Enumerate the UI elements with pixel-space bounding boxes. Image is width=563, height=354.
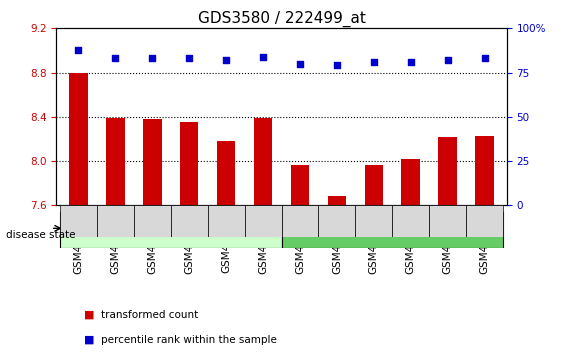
Bar — [134, 205, 171, 237]
Point — [369, 59, 378, 65]
Text: normal: normal — [151, 225, 190, 235]
Point — [148, 56, 157, 61]
Bar — [69, 73, 88, 205]
Bar — [171, 205, 208, 237]
Text: sarcoidosis: sarcoidosis — [361, 225, 423, 235]
Text: disease state: disease state — [6, 230, 75, 240]
Point — [74, 47, 83, 52]
Text: ■: ■ — [84, 310, 95, 320]
Point — [111, 56, 120, 61]
Bar — [401, 159, 420, 205]
Point — [406, 59, 415, 65]
Text: transformed count: transformed count — [101, 310, 199, 320]
Bar — [282, 205, 319, 237]
Bar — [392, 205, 429, 237]
Point — [296, 61, 305, 67]
Bar — [429, 205, 466, 237]
Bar — [208, 205, 244, 237]
Bar — [475, 136, 494, 205]
Text: percentile rank within the sample: percentile rank within the sample — [101, 335, 277, 345]
Bar — [282, 212, 503, 248]
Point — [480, 56, 489, 61]
Point — [443, 57, 452, 63]
Text: ■: ■ — [84, 335, 95, 345]
Bar — [143, 119, 162, 205]
Bar — [466, 205, 503, 237]
Point — [258, 54, 267, 59]
Bar — [355, 205, 392, 237]
Bar — [217, 141, 235, 205]
Point — [222, 57, 231, 63]
Bar — [244, 205, 282, 237]
Bar — [365, 166, 383, 205]
Bar — [60, 212, 282, 248]
Point — [332, 63, 341, 68]
Bar — [254, 118, 272, 205]
Bar — [106, 118, 124, 205]
Bar — [319, 205, 355, 237]
Point — [185, 56, 194, 61]
Bar — [328, 196, 346, 205]
Text: GDS3580 / 222499_at: GDS3580 / 222499_at — [198, 11, 365, 27]
Bar — [180, 122, 198, 205]
Bar — [291, 166, 309, 205]
Bar — [97, 205, 134, 237]
Bar — [439, 137, 457, 205]
Bar — [60, 205, 97, 237]
